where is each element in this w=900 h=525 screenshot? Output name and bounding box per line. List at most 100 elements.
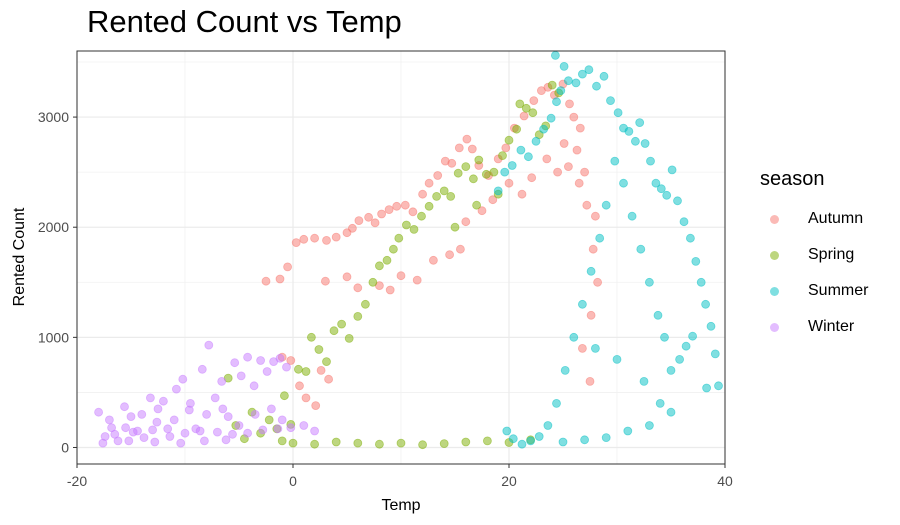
data-point [424, 201, 434, 211]
data-point [569, 112, 579, 122]
y-tick-label: 0 [61, 439, 69, 455]
data-point [128, 427, 138, 437]
data-point [450, 222, 460, 232]
data-point [282, 362, 291, 372]
legend-item-spring: Spring [760, 237, 868, 273]
plot-panel-border [76, 50, 726, 465]
data-point [710, 349, 720, 359]
data-point [627, 211, 637, 221]
data-point [221, 435, 231, 445]
data-point [445, 250, 455, 260]
data-point [230, 358, 240, 368]
data-point [461, 162, 471, 172]
data-point [543, 421, 553, 430]
data-point [646, 156, 655, 166]
data-point [392, 201, 402, 211]
data-point [564, 76, 573, 86]
data-point [277, 436, 287, 446]
data-point [94, 407, 103, 417]
data-point [243, 352, 253, 362]
data-point [702, 383, 711, 393]
data-point [293, 364, 303, 374]
data-point [424, 178, 434, 188]
data-point [681, 341, 691, 351]
data-point [331, 232, 341, 242]
data-point [204, 340, 214, 350]
data-point [558, 437, 568, 447]
data-point [645, 277, 654, 287]
data-point [501, 143, 511, 153]
data-point [504, 178, 514, 188]
x-axis-label: Temp [381, 497, 420, 514]
data-point [324, 374, 334, 384]
data-point [310, 439, 320, 449]
data-point [455, 244, 465, 254]
data-point [526, 436, 535, 446]
data-point [105, 415, 114, 425]
y-axis-label: Rented Count [11, 207, 28, 306]
data-point [409, 224, 419, 234]
data-point [439, 439, 449, 449]
data-point [279, 391, 289, 401]
data-point [262, 367, 272, 376]
data-point [353, 438, 363, 448]
data-point [575, 123, 585, 133]
data-point [228, 429, 237, 439]
data-point [578, 343, 587, 353]
data-point [519, 111, 529, 121]
data-point [150, 437, 160, 447]
data-point [408, 207, 418, 217]
data-point [468, 174, 478, 184]
data-point [202, 409, 212, 419]
data-point [353, 283, 363, 293]
data-point [640, 139, 650, 148]
data-point [364, 212, 374, 222]
data-point [337, 319, 347, 329]
data-point [153, 404, 163, 414]
data-point [472, 200, 482, 210]
data-point [432, 191, 442, 201]
data-point [591, 343, 600, 353]
data-point [636, 244, 646, 254]
data-point [124, 436, 134, 446]
data-point [474, 155, 484, 165]
data-point [482, 436, 492, 446]
data-point [696, 277, 706, 287]
data-point [688, 331, 697, 341]
data-point [210, 393, 220, 403]
data-point [258, 425, 268, 435]
data-point [388, 244, 398, 254]
data-point [331, 437, 341, 447]
data-point [212, 427, 222, 437]
data-point [401, 220, 411, 230]
data-point [582, 200, 592, 210]
data-point [368, 277, 378, 287]
legend-key [760, 313, 788, 341]
data-point [528, 108, 538, 118]
data-point [714, 381, 723, 391]
data-point [288, 438, 298, 448]
data-point [675, 354, 684, 364]
data-point [559, 139, 569, 148]
data-point [195, 426, 205, 436]
data-point [666, 365, 676, 375]
data-point [454, 143, 464, 153]
data-point [613, 108, 623, 118]
data-point [301, 367, 311, 376]
x-tick-label: 20 [501, 473, 517, 489]
legend-label: Summer [808, 282, 869, 299]
data-point [500, 167, 510, 177]
data-point [306, 332, 316, 342]
data-point [377, 209, 387, 219]
data-point [275, 353, 285, 363]
data-point [344, 333, 354, 343]
data-point [243, 428, 253, 438]
data-point [453, 168, 463, 178]
data-point [534, 432, 544, 441]
data-point [547, 80, 557, 90]
series-winter [94, 340, 320, 448]
data-point [601, 200, 611, 210]
data-point [461, 217, 471, 227]
data-point [180, 428, 190, 438]
data-point [601, 433, 611, 443]
